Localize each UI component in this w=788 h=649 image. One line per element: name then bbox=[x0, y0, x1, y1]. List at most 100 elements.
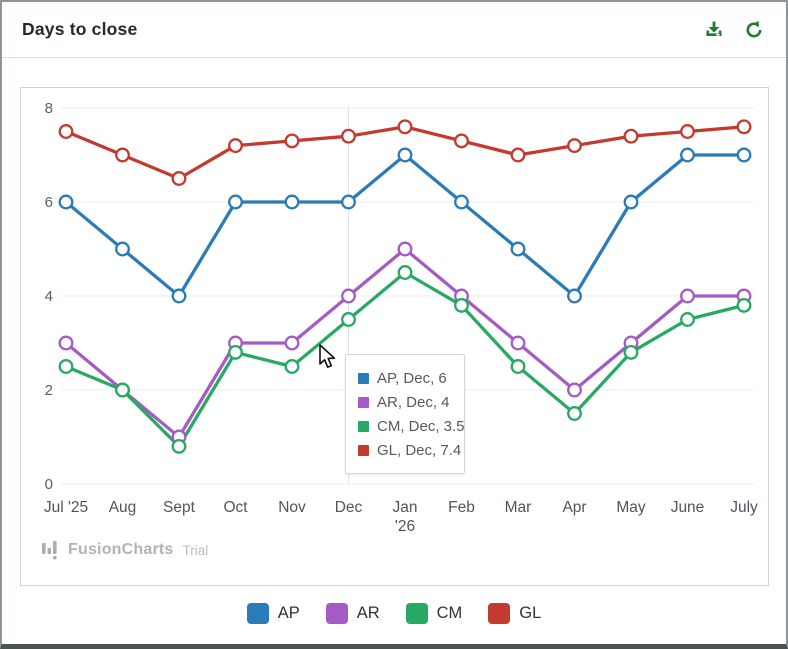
page-title: Days to close bbox=[22, 19, 138, 39]
watermark-brand: FusionCharts bbox=[68, 541, 174, 558]
data-point-GL-4[interactable] bbox=[284, 133, 300, 149]
data-point-GL-1[interactable] bbox=[115, 147, 130, 163]
data-point-CM-5[interactable] bbox=[341, 312, 356, 327]
x-axis-label-10: May bbox=[616, 499, 646, 516]
download-icon bbox=[706, 21, 722, 36]
data-point-AR-4[interactable] bbox=[284, 335, 300, 351]
chart-panel: 0 2 4 6 8 Jul '25 Aug Sept Oct Nov Dec Jan '26 Feb Mar… bbox=[20, 87, 769, 586]
x-axis-label-0: Jul '25 bbox=[44, 499, 88, 516]
data-point-AR-0[interactable] bbox=[58, 335, 74, 351]
legend-label-AP: AP bbox=[277, 604, 300, 622]
x-axis-label-9: Apr bbox=[562, 499, 586, 516]
refresh-icon bbox=[746, 20, 762, 37]
data-point-CM-6[interactable] bbox=[397, 265, 413, 280]
data-point-GL-7[interactable] bbox=[454, 133, 469, 149]
data-point-AP-2[interactable] bbox=[171, 288, 187, 304]
data-point-AP-3[interactable] bbox=[228, 194, 243, 210]
panel-header: Days to close bbox=[2, 2, 786, 58]
y-axis-tick-0: 0 bbox=[45, 476, 53, 493]
tooltip-swatch bbox=[358, 396, 369, 408]
data-point-AR-6[interactable] bbox=[397, 241, 413, 257]
tooltip-swatch bbox=[358, 420, 369, 432]
x-axis-label-6: Jan '26 bbox=[393, 499, 418, 535]
data-point-CM-3[interactable] bbox=[228, 344, 243, 360]
legend-swatch-GL bbox=[488, 603, 511, 624]
data-point-GL-11[interactable] bbox=[680, 124, 695, 139]
data-point-CM-10[interactable] bbox=[623, 344, 639, 360]
data-point-GL-10[interactable] bbox=[623, 128, 639, 144]
data-point-CM-9[interactable] bbox=[567, 406, 582, 421]
watermark-trial: Trial bbox=[182, 542, 209, 558]
data-point-CM-11[interactable] bbox=[680, 312, 695, 327]
y-axis-tick-8: 8 bbox=[45, 100, 53, 117]
legend-label-CM: CM bbox=[436, 604, 463, 622]
data-point-GL-6[interactable] bbox=[397, 119, 413, 135]
fusioncharts-logo-icon bbox=[42, 541, 57, 560]
data-point-AP-10[interactable] bbox=[623, 194, 639, 210]
x-axis-label-4: Nov bbox=[278, 499, 306, 516]
chart-legend: AP AR CM GL bbox=[2, 603, 786, 624]
data-point-AP-7[interactable] bbox=[454, 194, 469, 210]
data-point-CM-12[interactable] bbox=[736, 297, 752, 313]
data-point-AP-11[interactable] bbox=[680, 147, 695, 163]
data-point-AR-11[interactable] bbox=[680, 288, 695, 304]
y-axis-tick-6: 6 bbox=[45, 194, 53, 211]
tooltip-text: AP, Dec, 6 bbox=[377, 369, 447, 387]
tooltip-row-3: GL, Dec, 7.4 bbox=[358, 438, 461, 462]
data-point-CM-4[interactable] bbox=[284, 359, 300, 374]
data-point-GL-8[interactable] bbox=[510, 147, 526, 163]
y-axis-tick-4: 4 bbox=[45, 288, 53, 305]
x-axis-label-11: June bbox=[671, 499, 705, 516]
tooltip-text: AR, Dec, 4 bbox=[377, 393, 450, 411]
tooltip-row-2: CM, Dec, 3.5 bbox=[358, 414, 465, 438]
data-point-AP-6[interactable] bbox=[397, 147, 413, 163]
legend-label-AR: AR bbox=[356, 604, 380, 622]
data-point-AP-4[interactable] bbox=[284, 194, 300, 210]
legend-item-AP[interactable]: AP bbox=[246, 603, 300, 624]
data-point-GL-0[interactable] bbox=[58, 124, 74, 139]
tooltip-row-0: AP, Dec, 6 bbox=[358, 366, 452, 390]
data-point-CM-0[interactable] bbox=[58, 359, 74, 374]
data-point-CM-8[interactable] bbox=[510, 359, 526, 374]
data-point-AP-9[interactable] bbox=[567, 288, 582, 304]
tooltip-text: CM, Dec, 3.5 bbox=[377, 417, 465, 435]
legend-label-GL: GL bbox=[519, 604, 542, 622]
refresh-button[interactable] bbox=[742, 18, 766, 42]
data-point-GL-2[interactable] bbox=[171, 171, 187, 186]
watermark[interactable]: FusionCharts Trial bbox=[41, 540, 208, 560]
tooltip-swatch bbox=[358, 372, 369, 384]
header-actions bbox=[702, 18, 766, 42]
data-point-AR-5[interactable] bbox=[341, 288, 356, 304]
data-point-CM-1[interactable] bbox=[115, 382, 130, 398]
x-axis-label-5: Dec bbox=[335, 499, 363, 516]
tooltip-swatch bbox=[358, 444, 369, 456]
data-point-AP-8[interactable] bbox=[510, 241, 526, 257]
chart-tooltip: AP, Dec, 6 AR, Dec, 4 CM, Dec, 3.5 GL, Dec,… bbox=[345, 354, 465, 474]
data-point-AR-8[interactable] bbox=[510, 335, 526, 351]
y-axis-tick-2: 2 bbox=[45, 382, 53, 399]
legend-item-GL[interactable]: GL bbox=[488, 603, 541, 624]
data-point-GL-5[interactable] bbox=[341, 128, 356, 144]
data-point-AP-5[interactable] bbox=[341, 194, 356, 210]
data-point-GL-3[interactable] bbox=[228, 138, 243, 154]
x-axis-label-8: Mar bbox=[505, 499, 532, 516]
chart-svg: 0 2 4 6 8 Jul '25 Aug Sept Oct Nov Dec Jan '26 Feb Mar… bbox=[44, 100, 758, 535]
data-point-CM-7[interactable] bbox=[454, 297, 469, 313]
data-point-AP-0[interactable] bbox=[58, 194, 74, 210]
download-button[interactable] bbox=[702, 18, 726, 42]
tooltip-row-1: AR, Dec, 4 bbox=[358, 390, 452, 414]
x-axis-label-3: Oct bbox=[223, 499, 248, 516]
legend-swatch-CM bbox=[405, 603, 428, 624]
tooltip-text: GL, Dec, 7.4 bbox=[377, 441, 462, 459]
data-point-CM-2[interactable] bbox=[171, 438, 187, 454]
data-point-GL-12[interactable] bbox=[736, 119, 752, 135]
data-point-AP-1[interactable] bbox=[115, 241, 130, 257]
data-point-GL-9[interactable] bbox=[567, 138, 582, 154]
data-point-AR-9[interactable] bbox=[567, 382, 582, 398]
legend-item-CM[interactable]: CM bbox=[405, 603, 463, 624]
x-axis-label-7: Feb bbox=[448, 499, 475, 516]
legend-swatch-AR bbox=[325, 603, 348, 624]
data-point-AP-12[interactable] bbox=[736, 147, 752, 163]
legend-item-AR[interactable]: AR bbox=[325, 603, 380, 624]
